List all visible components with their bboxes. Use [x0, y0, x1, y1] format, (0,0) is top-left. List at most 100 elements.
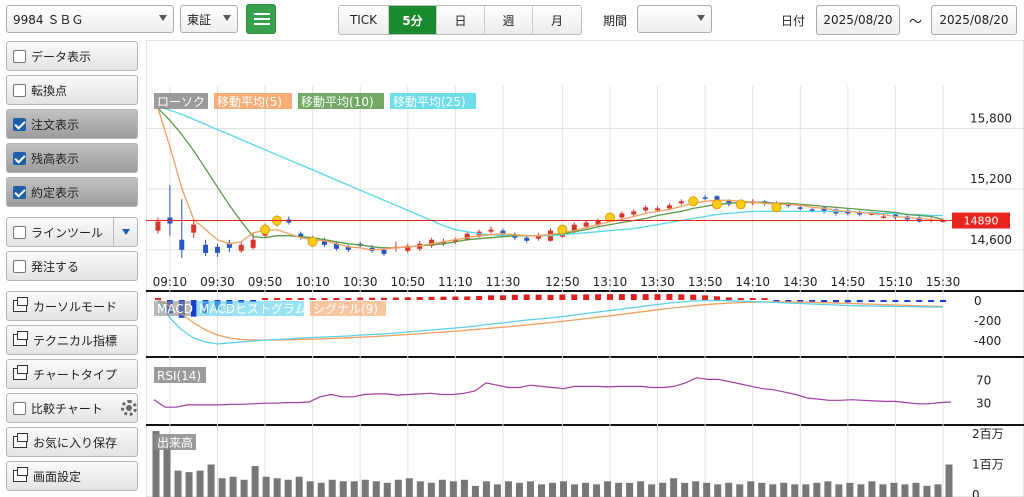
toggle-data-display[interactable]: データ表示 — [6, 41, 138, 71]
checkbox-icon — [13, 401, 26, 415]
execution-marker — [604, 212, 615, 223]
macd-histogram-bar — [856, 300, 863, 303]
symbol-value: 9984 ＳＢＧ — [13, 12, 84, 27]
checkbox-icon — [13, 225, 26, 239]
x-tick-label: 09:50 — [248, 275, 283, 289]
y-tick-label: 1百万 — [972, 458, 1004, 472]
volume-bar — [504, 481, 512, 497]
candle-body — [452, 239, 458, 242]
macd-histogram-bar — [725, 297, 732, 300]
candle-body — [405, 245, 411, 251]
candle-body — [214, 246, 220, 253]
gear-icon[interactable] — [121, 400, 137, 416]
legend-swatch — [298, 93, 384, 109]
volume-bar — [758, 482, 766, 497]
volume-bar — [449, 481, 457, 497]
volume-bar — [736, 484, 744, 497]
chart-labels: 09:10 09:30 09:50 10:10 10:30 10:50 11:10 11:30… — [153, 111, 1012, 497]
legend-swatch — [390, 93, 476, 109]
toggle-compare-chart[interactable]: 比較チャート — [6, 393, 138, 423]
macd-histogram-bar — [606, 294, 613, 300]
toggle-turning-points[interactable]: 転換点 — [6, 75, 138, 105]
candle-body — [322, 239, 328, 245]
window-icon — [13, 365, 28, 380]
x-tick-label: 15:10 — [878, 275, 913, 289]
x-tick-label: 14:30 — [783, 275, 818, 289]
technical-indicators-button[interactable]: テクニカル指標 — [6, 325, 138, 355]
macd-histogram-bar — [928, 300, 935, 302]
candle-body — [821, 207, 827, 212]
volume-bar — [615, 482, 623, 497]
y-tick-label: -400 — [974, 334, 1001, 348]
macd-panel: MACD MACDヒストグラム シグナル(9) — [154, 294, 946, 345]
toggle-order-entry[interactable]: 発注する — [6, 251, 138, 281]
macd-histogram-bar — [535, 294, 542, 300]
candle-body — [381, 249, 387, 254]
volume-bar — [306, 481, 314, 497]
legend-label: 移動平均(25) — [393, 95, 466, 109]
candle-body — [940, 220, 946, 223]
candle-body — [655, 208, 661, 211]
macd-histogram-bar — [369, 297, 376, 300]
candle-body — [726, 200, 732, 205]
checkbox-icon — [13, 49, 26, 63]
cursor-mode-button[interactable]: カーソルモード — [6, 291, 138, 321]
volume-bar — [152, 431, 160, 497]
date-to-input[interactable]: 2025/08/20 — [931, 5, 1017, 35]
candle-body — [155, 221, 161, 231]
x-tick-label: 11:30 — [486, 275, 521, 289]
volume-bar — [482, 481, 490, 497]
macd-histogram-bar — [416, 297, 423, 300]
tab-tick[interactable]: TICK — [339, 6, 389, 34]
ma25-line — [157, 105, 943, 237]
chart-type-button[interactable]: チャートタイプ — [6, 359, 138, 389]
candle-body — [583, 222, 589, 227]
toggle-line-tool[interactable]: ラインツール — [6, 217, 138, 247]
checkbox-checked-icon — [13, 117, 26, 131]
toggle-executions[interactable]: 約定表示 — [6, 177, 138, 207]
macd-histogram-bar — [571, 294, 578, 300]
label: 約定表示 — [31, 185, 80, 200]
macd-histogram-bar — [547, 294, 554, 300]
volume-bar — [174, 470, 182, 497]
tab-month[interactable]: 月 — [533, 6, 581, 34]
volume-bar — [163, 446, 171, 497]
volume-bar — [361, 479, 369, 497]
range-select[interactable] — [637, 5, 712, 33]
macd-histogram-bar — [618, 294, 625, 300]
date-from-input[interactable]: 2025/08/20 — [816, 5, 900, 35]
toggle-orders[interactable]: 注文表示 — [6, 109, 138, 139]
macd-histogram-bar — [559, 294, 566, 300]
signal-line — [157, 299, 944, 341]
macd-histogram-bar — [678, 294, 685, 300]
volume-bar — [593, 484, 601, 497]
volume-bar — [196, 470, 204, 497]
label: チャートタイプ — [33, 367, 117, 382]
market-select[interactable]: 東証 — [180, 5, 238, 33]
candle-body — [881, 216, 887, 218]
line-tool-dropdown[interactable] — [113, 218, 137, 246]
toggle-positions[interactable]: 残高表示 — [6, 143, 138, 173]
candle-body — [869, 213, 875, 215]
tab-5min[interactable]: 5分 — [389, 6, 437, 34]
y-tick-label: 2百万 — [972, 427, 1004, 441]
last-price-tag — [952, 212, 1010, 229]
candle-body — [429, 239, 435, 246]
volume-bar — [945, 464, 953, 497]
save-favorite-button[interactable]: お気に入り保存 — [6, 427, 138, 457]
legend-label: MACDヒストグラム — [199, 302, 307, 316]
volume-bar — [328, 479, 336, 497]
tab-week[interactable]: 週 — [485, 6, 533, 34]
volume-bar — [923, 485, 931, 497]
macd-histogram-bar — [868, 300, 875, 302]
volume-bar — [846, 482, 854, 497]
symbol-select[interactable]: 9984 ＳＢＧ — [6, 5, 174, 33]
macd-histogram-bar — [797, 300, 804, 302]
tab-day[interactable]: 日 — [437, 6, 485, 34]
candle-body — [286, 219, 292, 223]
window-icon — [13, 433, 28, 448]
macd-histogram-bar — [916, 300, 923, 302]
screen-settings-button[interactable]: 画面設定 — [6, 461, 138, 491]
list-menu-button[interactable] — [246, 4, 276, 34]
